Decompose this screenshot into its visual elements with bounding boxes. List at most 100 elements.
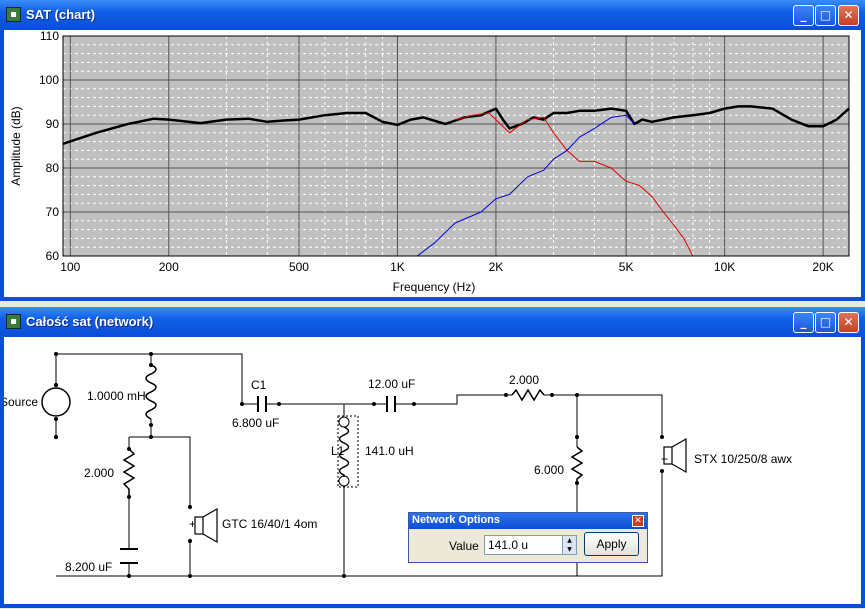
node-dot xyxy=(149,352,153,356)
node-dot xyxy=(575,481,579,485)
x-tick-label: 1K xyxy=(390,260,405,274)
tweeter-driver[interactable] xyxy=(194,516,204,535)
inductor-main[interactable] xyxy=(145,364,157,420)
tweeter-cone xyxy=(202,507,218,544)
node-dot xyxy=(342,574,346,578)
app-network-icon[interactable]: ▪ xyxy=(6,314,21,329)
node-dot xyxy=(660,435,664,439)
spin-up-icon[interactable]: ▲ xyxy=(567,537,572,544)
tweeter-plus-sign: + xyxy=(189,517,196,531)
node-dot xyxy=(54,417,58,421)
node-dot xyxy=(372,402,376,406)
network-window-title: Całość sat (network) xyxy=(26,314,154,329)
y-tick-label: 70 xyxy=(46,205,60,219)
x-tick-label: 100 xyxy=(60,260,80,274)
inductor-l1-selection xyxy=(337,415,359,488)
x-tick-label: 5K xyxy=(619,260,634,274)
network-options-dialog: Network Options ✕ Value 141.0 u ▲ ▼ Apply xyxy=(408,512,648,563)
node-dot xyxy=(277,402,281,406)
tweeter-label: GTC 16/40/1 4om xyxy=(222,517,317,531)
maximize-button[interactable]: □ xyxy=(815,312,836,333)
wire xyxy=(395,394,512,405)
node-dot xyxy=(550,393,554,397)
close-button[interactable]: ✕ xyxy=(838,5,859,26)
node-dot xyxy=(575,393,579,397)
chart-window-titlebar[interactable]: ▪ SAT (chart) _ □ ✕ xyxy=(0,0,865,30)
resistor-series[interactable] xyxy=(511,388,545,402)
plot-frame xyxy=(62,35,850,257)
woofer-minus-sign: − xyxy=(661,452,668,466)
node-dot xyxy=(660,469,664,473)
woofer-driver[interactable] xyxy=(663,446,673,465)
plot-area xyxy=(63,36,849,256)
node-dot xyxy=(149,435,153,439)
inductor-l1[interactable] xyxy=(338,426,350,477)
dialog-titlebar[interactable]: Network Options ✕ xyxy=(409,513,647,529)
resistor-series-label: 2.000 xyxy=(509,373,539,387)
source-label: Source xyxy=(4,395,38,409)
value-spinner[interactable]: ▲ ▼ xyxy=(562,535,577,555)
series-line-1 xyxy=(62,105,850,145)
dialog-title: Network Options xyxy=(412,514,501,526)
value-input[interactable]: 141.0 u xyxy=(484,535,564,555)
inductor-main-label: 1.0000 mH xyxy=(87,389,146,403)
spin-down-icon[interactable]: ▼ xyxy=(567,546,572,553)
y-tick-label: 110 xyxy=(40,30,59,43)
node-dot xyxy=(188,539,192,543)
x-axis-label: Frequency (Hz) xyxy=(393,280,476,294)
node-dot xyxy=(412,402,416,406)
node-dot xyxy=(149,363,153,367)
dialog-close-button[interactable]: ✕ xyxy=(632,515,644,527)
x-tick-label: 10K xyxy=(714,260,735,274)
node-dot xyxy=(54,383,58,387)
resistor-left[interactable] xyxy=(122,448,136,497)
capacitor-left-label: 8.200 uF xyxy=(65,560,112,574)
resistor-shunt[interactable] xyxy=(570,446,584,483)
capacitor-c2[interactable] xyxy=(386,396,396,412)
y-tick-label: 90 xyxy=(46,117,60,131)
apply-button[interactable]: Apply xyxy=(584,532,639,556)
close-button[interactable]: ✕ xyxy=(838,312,859,333)
resistor-shunt-label: 6.000 xyxy=(534,463,564,477)
x-tick-label: 200 xyxy=(159,260,179,274)
capacitor-left[interactable] xyxy=(120,548,138,564)
app-chart-icon[interactable]: ▪ xyxy=(6,7,21,22)
inductor-l1-label: 141.0 uH xyxy=(365,444,414,458)
node-dot xyxy=(575,435,579,439)
node-dot xyxy=(54,435,58,439)
chart-window: ▪ SAT (chart) _ □ ✕ 60 70 80 90 100 110 100 20… xyxy=(0,0,865,301)
wire xyxy=(129,436,191,507)
source-symbol[interactable] xyxy=(41,387,71,417)
network-window-titlebar[interactable]: ▪ Całość sat (network) _ □ ✕ xyxy=(0,307,865,337)
inductor-l1-node-bottom[interactable] xyxy=(338,475,350,487)
frequency-response-chart: 60 70 80 90 100 110 100 200 500 1K 2K 5K 10K 20K Fre… xyxy=(9,29,850,294)
value-label: Value xyxy=(449,539,479,553)
y-tick-label: 100 xyxy=(39,73,59,87)
y-tick-label: 60 xyxy=(46,249,60,263)
inductor-l1-node-top[interactable] xyxy=(338,416,350,428)
x-tick-label: 20K xyxy=(812,260,833,274)
node-dot xyxy=(127,574,131,578)
y-axis-label: Amplitude (dB) xyxy=(9,106,23,185)
resistor-left-label: 2.000 xyxy=(84,466,114,480)
node-dot xyxy=(188,574,192,578)
wire xyxy=(56,471,663,577)
crossover-schematic: Source 1.0000 mH 2.000 8.200 uF + GTC 16… xyxy=(0,352,792,578)
woofer-cone xyxy=(671,437,687,474)
minimize-button[interactable]: _ xyxy=(793,5,814,26)
node-dot xyxy=(149,423,153,427)
node-dot xyxy=(240,402,244,406)
chart-window-title: SAT (chart) xyxy=(26,7,96,22)
network-client-area: Source 1.0000 mH 2.000 8.200 uF + GTC 16… xyxy=(0,337,861,604)
woofer-label: STX 10/250/8 awx xyxy=(694,452,792,466)
x-tick-label: 2K xyxy=(489,260,504,274)
capacitor-c1[interactable] xyxy=(257,396,267,412)
maximize-button[interactable]: □ xyxy=(815,5,836,26)
capacitor-c1-name: C1 xyxy=(251,378,267,392)
minimize-button[interactable]: _ xyxy=(793,312,814,333)
inductor-l1-name: L1 xyxy=(331,444,345,458)
node-dot xyxy=(504,393,508,397)
series-line-3 xyxy=(416,114,635,257)
node-dot xyxy=(127,495,131,499)
series-line-2 xyxy=(454,112,694,257)
